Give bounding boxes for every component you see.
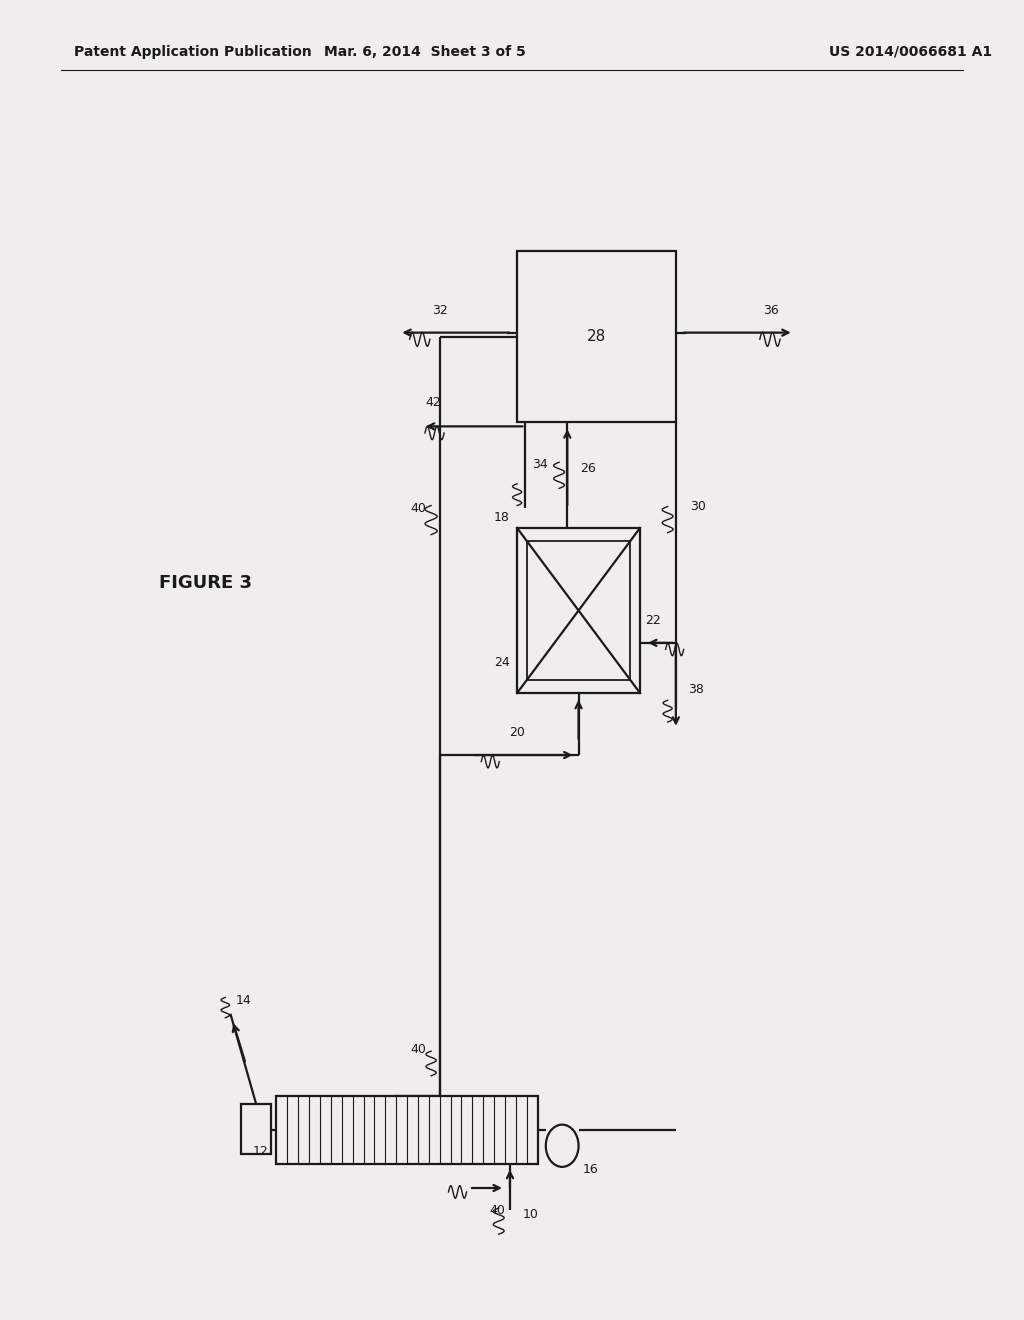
Text: 16: 16 [583, 1163, 598, 1176]
Text: 30: 30 [690, 500, 707, 512]
Text: 14: 14 [236, 994, 251, 1007]
Text: 40: 40 [489, 1204, 506, 1217]
Text: 38: 38 [688, 682, 705, 696]
Text: 10: 10 [522, 1208, 539, 1221]
Bar [241, 1104, 271, 1154]
Text: 40: 40 [410, 1043, 426, 1056]
Text: 36: 36 [763, 304, 778, 317]
Text: Patent Application Publication: Patent Application Publication [74, 45, 311, 59]
Text: 22: 22 [645, 614, 660, 627]
Text: US 2014/0066681 A1: US 2014/0066681 A1 [829, 45, 992, 59]
Bar [276, 1096, 538, 1164]
Text: 34: 34 [532, 458, 548, 471]
Text: FIGURE 3: FIGURE 3 [159, 574, 252, 593]
Text: 42: 42 [426, 396, 441, 409]
Text: 12: 12 [253, 1144, 268, 1158]
Bar [517, 528, 640, 693]
Text: 24: 24 [495, 656, 510, 669]
Bar [527, 541, 630, 680]
Text: 20: 20 [509, 726, 525, 739]
Circle shape [546, 1125, 579, 1167]
Text: 18: 18 [494, 511, 510, 524]
Text: Mar. 6, 2014  Sheet 3 of 5: Mar. 6, 2014 Sheet 3 of 5 [324, 45, 526, 59]
Text: 32: 32 [432, 304, 449, 317]
Bar [517, 251, 676, 422]
Text: 26: 26 [581, 462, 596, 475]
Text: 28: 28 [587, 329, 606, 345]
Text: 40: 40 [410, 502, 426, 515]
